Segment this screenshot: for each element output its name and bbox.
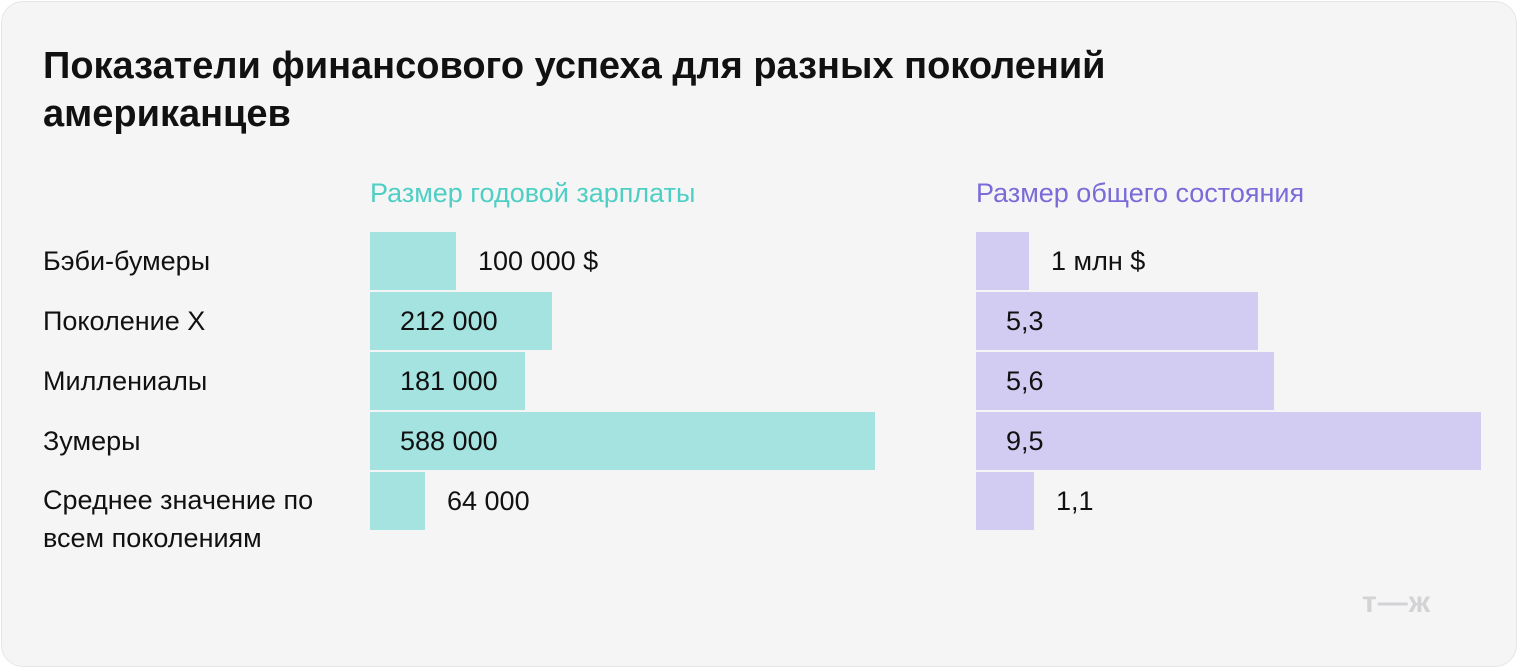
data-label: 9,5 [1006,426,1044,456]
bar [976,232,1029,290]
category-label: Зумеры [43,426,141,456]
bar [976,472,1034,530]
bar [370,352,525,410]
bar [370,412,875,470]
series-heading: Размер общего состояния [976,178,1305,208]
bar [370,232,456,290]
series-heading: Размер годовой зарплаты [370,178,696,208]
chart-title: Показатели финансового успеха для разных… [43,45,1106,135]
bar [370,472,425,530]
category-label: Поколение X [43,306,206,336]
category-label: Бэби-бумеры [43,246,211,276]
data-label: 5,6 [1006,366,1044,396]
data-label: 100 000 $ [478,246,599,276]
data-label: 181 000 [400,366,498,396]
bar [976,292,1258,350]
data-label: 1 млн $ [1051,246,1146,276]
bar [976,412,1481,470]
category-label: Миллениалы [43,366,208,396]
data-label: 212 000 [400,306,498,336]
data-label: 1,1 [1056,486,1094,516]
data-label: 64 000 [447,486,530,516]
data-label: 588 000 [400,426,498,456]
category-label: Среднее значение по всем поколениям [43,485,314,553]
bar [370,292,552,350]
bar [976,352,1274,410]
data-label: 5,3 [1006,306,1044,336]
tzh-logo: т—ж [1362,586,1431,619]
